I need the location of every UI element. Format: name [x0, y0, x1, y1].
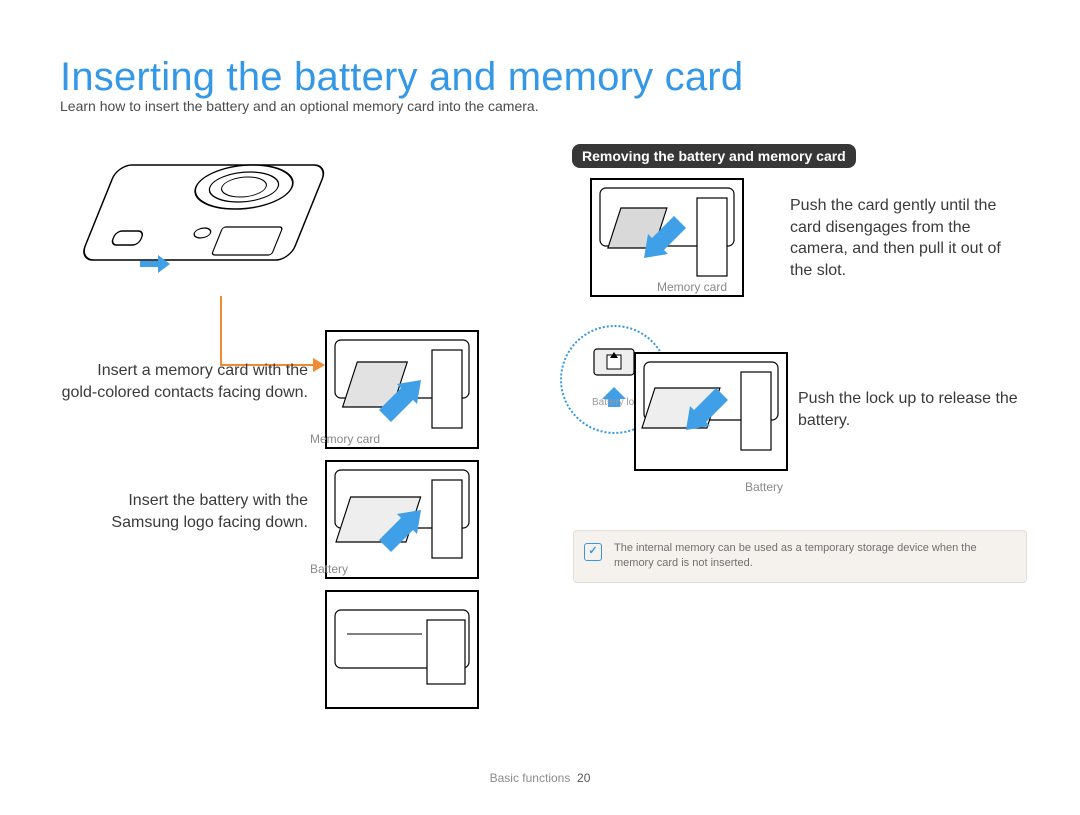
- removing-heading: Removing the battery and memory card: [572, 144, 856, 168]
- note-text: The internal memory can be used as a tem…: [614, 542, 977, 569]
- page-subtitle: Learn how to insert the battery and an o…: [60, 98, 539, 114]
- panel-insert-battery: [325, 460, 479, 579]
- note-box: ✓ The internal memory can be used as a t…: [573, 530, 1027, 583]
- insert-card-text: Insert a memory card with the gold-color…: [60, 360, 308, 403]
- panel-closed: [325, 590, 479, 709]
- leader-line-v: [220, 296, 222, 364]
- page-footer: Basic functions 20: [0, 771, 1080, 785]
- insert-battery-text: Insert the battery with the Samsung logo…: [60, 490, 308, 533]
- camera-illustration: [60, 135, 340, 315]
- memory-card-caption-left: Memory card: [310, 432, 380, 446]
- push-lock-text: Push the lock up to release the battery.: [798, 388, 1028, 431]
- battery-caption-right: Battery: [745, 480, 783, 494]
- page-title: Inserting the battery and memory card: [60, 55, 743, 100]
- battery-caption-left: Battery: [310, 562, 348, 576]
- footer-page-number: 20: [577, 771, 590, 785]
- note-icon: ✓: [584, 543, 602, 561]
- footer-section: Basic functions: [490, 771, 571, 785]
- panel-remove-battery: [634, 352, 788, 471]
- memory-card-caption-right: Memory card: [657, 280, 727, 294]
- push-card-text: Push the card gently until the card dise…: [790, 195, 1025, 281]
